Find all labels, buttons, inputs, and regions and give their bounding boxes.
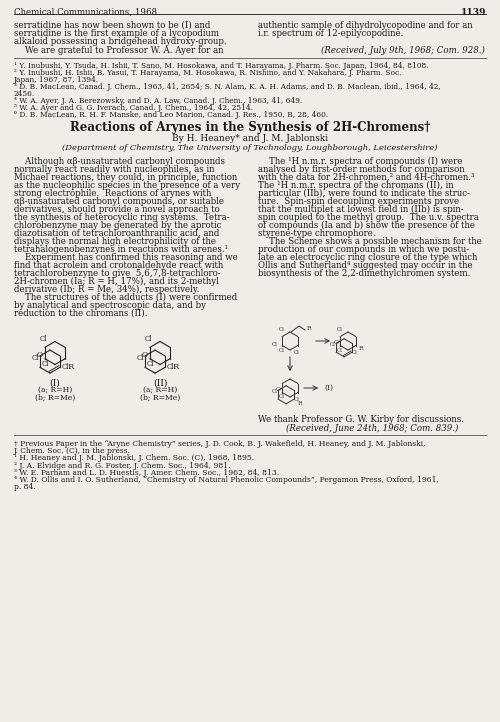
Text: Cl: Cl bbox=[337, 347, 343, 352]
Text: Cl: Cl bbox=[279, 347, 285, 352]
Text: Cl: Cl bbox=[272, 389, 277, 394]
Text: ⁵ W. A. Ayer and G. G. Iverach, Canad. J. Chem., 1964, 42, 2514.: ⁵ W. A. Ayer and G. G. Iverach, Canad. J… bbox=[14, 104, 253, 112]
Text: chlorobenzyne may be generated by the aprotic: chlorobenzyne may be generated by the ap… bbox=[14, 221, 222, 230]
Text: Although αβ-unsaturated carbonyl compounds: Although αβ-unsaturated carbonyl compoun… bbox=[14, 157, 225, 166]
Text: The ¹H n.m.r. spectra of compounds (I) were: The ¹H n.m.r. spectra of compounds (I) w… bbox=[258, 157, 462, 166]
Text: (Department of Chemistry, The University of Technology, Loughborough, Leicesters: (Department of Chemistry, The University… bbox=[62, 144, 438, 152]
Text: Cl: Cl bbox=[166, 362, 173, 371]
Text: The ¹H n.m.r. spectra of the chromans (II), in: The ¹H n.m.r. spectra of the chromans (I… bbox=[258, 181, 454, 190]
Text: ⁴ W. D. Ollis and I. O. Sutherland, “Chemistry of Natural Phenolic Compounds”, P: ⁴ W. D. Ollis and I. O. Sutherland, “Che… bbox=[14, 476, 439, 484]
Text: Experiment has confirmed this reasoning and we: Experiment has confirmed this reasoning … bbox=[14, 253, 238, 262]
Text: strong electrophile.  Reactions of arynes with: strong electrophile. Reactions of arynes… bbox=[14, 189, 211, 198]
Text: tetrachlorobenzyne to give  5,6,7,8-tetrachloro-: tetrachlorobenzyne to give 5,6,7,8-tetra… bbox=[14, 269, 220, 278]
Text: (b; R=Me): (b; R=Me) bbox=[140, 393, 180, 401]
Text: Cl: Cl bbox=[32, 354, 38, 362]
Text: Cl: Cl bbox=[272, 342, 277, 347]
Text: O: O bbox=[37, 351, 43, 359]
Text: by analytical and spectroscopic data, and by: by analytical and spectroscopic data, an… bbox=[14, 301, 206, 310]
Text: R: R bbox=[173, 363, 179, 371]
Text: diazotisation of tetrachloroanthranilic acid, and: diazotisation of tetrachloroanthranilic … bbox=[14, 229, 220, 238]
Text: biosynthesis of the 2,2-dimethylchromen system.: biosynthesis of the 2,2-dimethylchromen … bbox=[258, 269, 470, 278]
Text: derivative (Ib; R = Me, 34%), respectively.: derivative (Ib; R = Me, 34%), respective… bbox=[14, 285, 200, 294]
Text: (Received, June 24th, 1968; Com. 839.): (Received, June 24th, 1968; Com. 839.) bbox=[286, 424, 458, 433]
Text: R: R bbox=[68, 363, 74, 371]
Text: Japan, 1967, 87, 1394.: Japan, 1967, 87, 1394. bbox=[14, 76, 99, 84]
Text: (II): (II) bbox=[153, 378, 167, 388]
Text: O: O bbox=[276, 387, 281, 392]
Text: Cl: Cl bbox=[336, 327, 342, 332]
Text: (I): (I) bbox=[50, 378, 60, 388]
Text: ³ W. E. Parham and L. D. Huestis, J. Amer. Chem. Soc., 1962, 84, 813.: ³ W. E. Parham and L. D. Huestis, J. Ame… bbox=[14, 469, 279, 477]
Text: particular (IIb), were found to indicate the struc-: particular (IIb), were found to indicate… bbox=[258, 189, 470, 198]
Text: Cl: Cl bbox=[144, 335, 152, 343]
Text: Michael reactions, they could, in principle, function: Michael reactions, they could, in princi… bbox=[14, 173, 237, 182]
Text: Chemical Communications, 1968: Chemical Communications, 1968 bbox=[14, 8, 157, 17]
Text: styrene-type chromophore.: styrene-type chromophore. bbox=[258, 229, 376, 238]
Text: Cl: Cl bbox=[330, 342, 335, 347]
Text: that the multiplet at lowest field in (IIb) is spin-: that the multiplet at lowest field in (I… bbox=[258, 205, 464, 214]
Text: with the data for 2H-chromen,² and 4H-chromen.³: with the data for 2H-chromen,² and 4H-ch… bbox=[258, 173, 474, 182]
Text: J. Chem. Soc. (C), in the press.: J. Chem. Soc. (C), in the press. bbox=[14, 447, 131, 455]
Text: Cl: Cl bbox=[279, 394, 285, 399]
Text: derivatives, should provide a novel approach to: derivatives, should provide a novel appr… bbox=[14, 205, 220, 214]
Text: authentic sample of dihydrolycopodine and for an: authentic sample of dihydrolycopodine an… bbox=[258, 21, 472, 30]
Text: O: O bbox=[142, 351, 148, 359]
Text: production of our compounds in which we postu-: production of our compounds in which we … bbox=[258, 245, 469, 254]
Text: 2H-chromen (Ia; R = H, 17%), and its 2-methyl: 2H-chromen (Ia; R = H, 17%), and its 2-m… bbox=[14, 277, 219, 286]
Text: (Received, July 9th, 1968; Com. 928.): (Received, July 9th, 1968; Com. 928.) bbox=[310, 45, 485, 55]
Text: Cl: Cl bbox=[294, 350, 300, 355]
Text: of compounds (Ia and b) show the presence of the: of compounds (Ia and b) show the presenc… bbox=[258, 221, 475, 230]
Text: ⁶ D. B. MacLean, R. H. F. Manske, and Leo Marion, Canad. J. Res., 1950, B, 28, 4: ⁶ D. B. MacLean, R. H. F. Manske, and Le… bbox=[14, 111, 328, 119]
Text: We are grateful to Professor W. A. Ayer for an: We are grateful to Professor W. A. Ayer … bbox=[14, 45, 224, 55]
Text: By H. Heaney* and J. M. Jablonski: By H. Heaney* and J. M. Jablonski bbox=[172, 134, 328, 143]
Text: The Scheme shows a possible mechanism for the: The Scheme shows a possible mechanism fo… bbox=[258, 237, 482, 246]
Text: Cl: Cl bbox=[42, 360, 48, 368]
Text: i.r. spectrum of 12-epilycopodine.: i.r. spectrum of 12-epilycopodine. bbox=[258, 29, 404, 38]
Text: serratidine has now been shown to be (I) and: serratidine has now been shown to be (I)… bbox=[14, 21, 210, 30]
Text: tetrahalogenobenzynes in reactions with arenes.¹: tetrahalogenobenzynes in reactions with … bbox=[14, 245, 228, 254]
Text: 2456.: 2456. bbox=[14, 90, 35, 98]
Text: Cl: Cl bbox=[278, 327, 284, 332]
Text: O: O bbox=[334, 340, 339, 344]
Text: R: R bbox=[359, 346, 364, 351]
Text: ture.  Spin-spin decoupling experiments prove: ture. Spin-spin decoupling experiments p… bbox=[258, 197, 459, 206]
Text: ¹ H. Heaney and J. M. Jablonski, J. Chem. Soc. (C), 1968, 1895.: ¹ H. Heaney and J. M. Jablonski, J. Chem… bbox=[14, 454, 254, 462]
Text: late an electrocyclic ring closure of the type which: late an electrocyclic ring closure of th… bbox=[258, 253, 478, 262]
Text: ² Y. Inubushi, H. Ishii, B. Yasui, T. Harayama, M. Hosokawa, R. Nishino, and Y. : ² Y. Inubushi, H. Ishii, B. Yasui, T. Ha… bbox=[14, 69, 402, 77]
Text: † Previous Paper in the “Aryne Chemistry” series, J. D. Cook, B. J. Wakefield, H: † Previous Paper in the “Aryne Chemistry… bbox=[14, 440, 426, 448]
Text: Cl: Cl bbox=[136, 354, 143, 362]
Text: Cl: Cl bbox=[146, 360, 154, 368]
Text: ² J. A. Elvidge and R. G. Foster, J. Chem. Soc., 1964, 981.: ² J. A. Elvidge and R. G. Foster, J. Che… bbox=[14, 461, 230, 469]
Text: analysed by first-order methods for comparison: analysed by first-order methods for comp… bbox=[258, 165, 464, 174]
Text: find that acrolein and crotonaldehyde react with: find that acrolein and crotonaldehyde re… bbox=[14, 261, 223, 270]
Text: spin coupled to the methyl group.  The u.v. spectra: spin coupled to the methyl group. The u.… bbox=[258, 213, 479, 222]
Text: the synthesis of heterocyclic ring systems.  Tetra-: the synthesis of heterocyclic ring syste… bbox=[14, 213, 230, 222]
Text: We thank Professor G. W. Kirby for discussions.: We thank Professor G. W. Kirby for discu… bbox=[258, 415, 464, 424]
Text: (a; R=H): (a; R=H) bbox=[38, 386, 72, 394]
Text: ¹ Y. Inubushi, Y. Tsuda, H. Ishii, T. Sano, M. Hosokawa, and T. Harayama, J. Pha: ¹ Y. Inubushi, Y. Tsuda, H. Ishii, T. Sa… bbox=[14, 62, 428, 70]
Text: The structures of the adducts (I) were confirmed: The structures of the adducts (I) were c… bbox=[14, 293, 237, 302]
Text: R: R bbox=[307, 326, 312, 331]
Text: ³ D. B. MacLean, Canad. J. Chem., 1963, 41, 2654; S. N. Alam, K. A. H. Adams, an: ³ D. B. MacLean, Canad. J. Chem., 1963, … bbox=[14, 83, 441, 91]
Text: 1139: 1139 bbox=[460, 8, 486, 17]
Text: Cl: Cl bbox=[294, 397, 300, 402]
Text: alkaloid possessing a bridgehead hydroxy-group.: alkaloid possessing a bridgehead hydroxy… bbox=[14, 38, 226, 46]
Text: ⁴ W. A. Ayer, J. A. Berezowsky, and D. A. Law, Canad. J. Chem., 1963, 41, 649.: ⁴ W. A. Ayer, J. A. Berezowsky, and D. A… bbox=[14, 97, 302, 105]
Text: p. 84.: p. 84. bbox=[14, 483, 36, 491]
Text: (I): (I) bbox=[324, 384, 333, 392]
Text: αβ-unsaturated carbonyl compounds, or suitable: αβ-unsaturated carbonyl compounds, or su… bbox=[14, 197, 224, 206]
Text: Cl: Cl bbox=[40, 335, 46, 343]
Text: normally react readily with nucleophiles, as in: normally react readily with nucleophiles… bbox=[14, 165, 214, 174]
Text: reduction to the chromans (II).: reduction to the chromans (II). bbox=[14, 309, 147, 318]
Text: displays the normal high electrophilicity of the: displays the normal high electrophilicit… bbox=[14, 237, 216, 246]
Text: (b; R=Me): (b; R=Me) bbox=[35, 393, 75, 401]
Text: serratidine is the first example of a lycopodium: serratidine is the first example of a ly… bbox=[14, 29, 219, 38]
Text: Cl: Cl bbox=[352, 350, 358, 355]
Text: Ollis and Sutherland⁴ suggested may occur in the: Ollis and Sutherland⁴ suggested may occu… bbox=[258, 261, 472, 270]
Text: Reactions of Arynes in the Synthesis of 2H-Chromens†: Reactions of Arynes in the Synthesis of … bbox=[70, 121, 430, 134]
Text: R: R bbox=[298, 401, 302, 406]
Text: (a; R=H): (a; R=H) bbox=[143, 386, 177, 394]
Text: as the nucleophilic species in the presence of a very: as the nucleophilic species in the prese… bbox=[14, 181, 240, 190]
Text: Cl: Cl bbox=[62, 362, 68, 371]
